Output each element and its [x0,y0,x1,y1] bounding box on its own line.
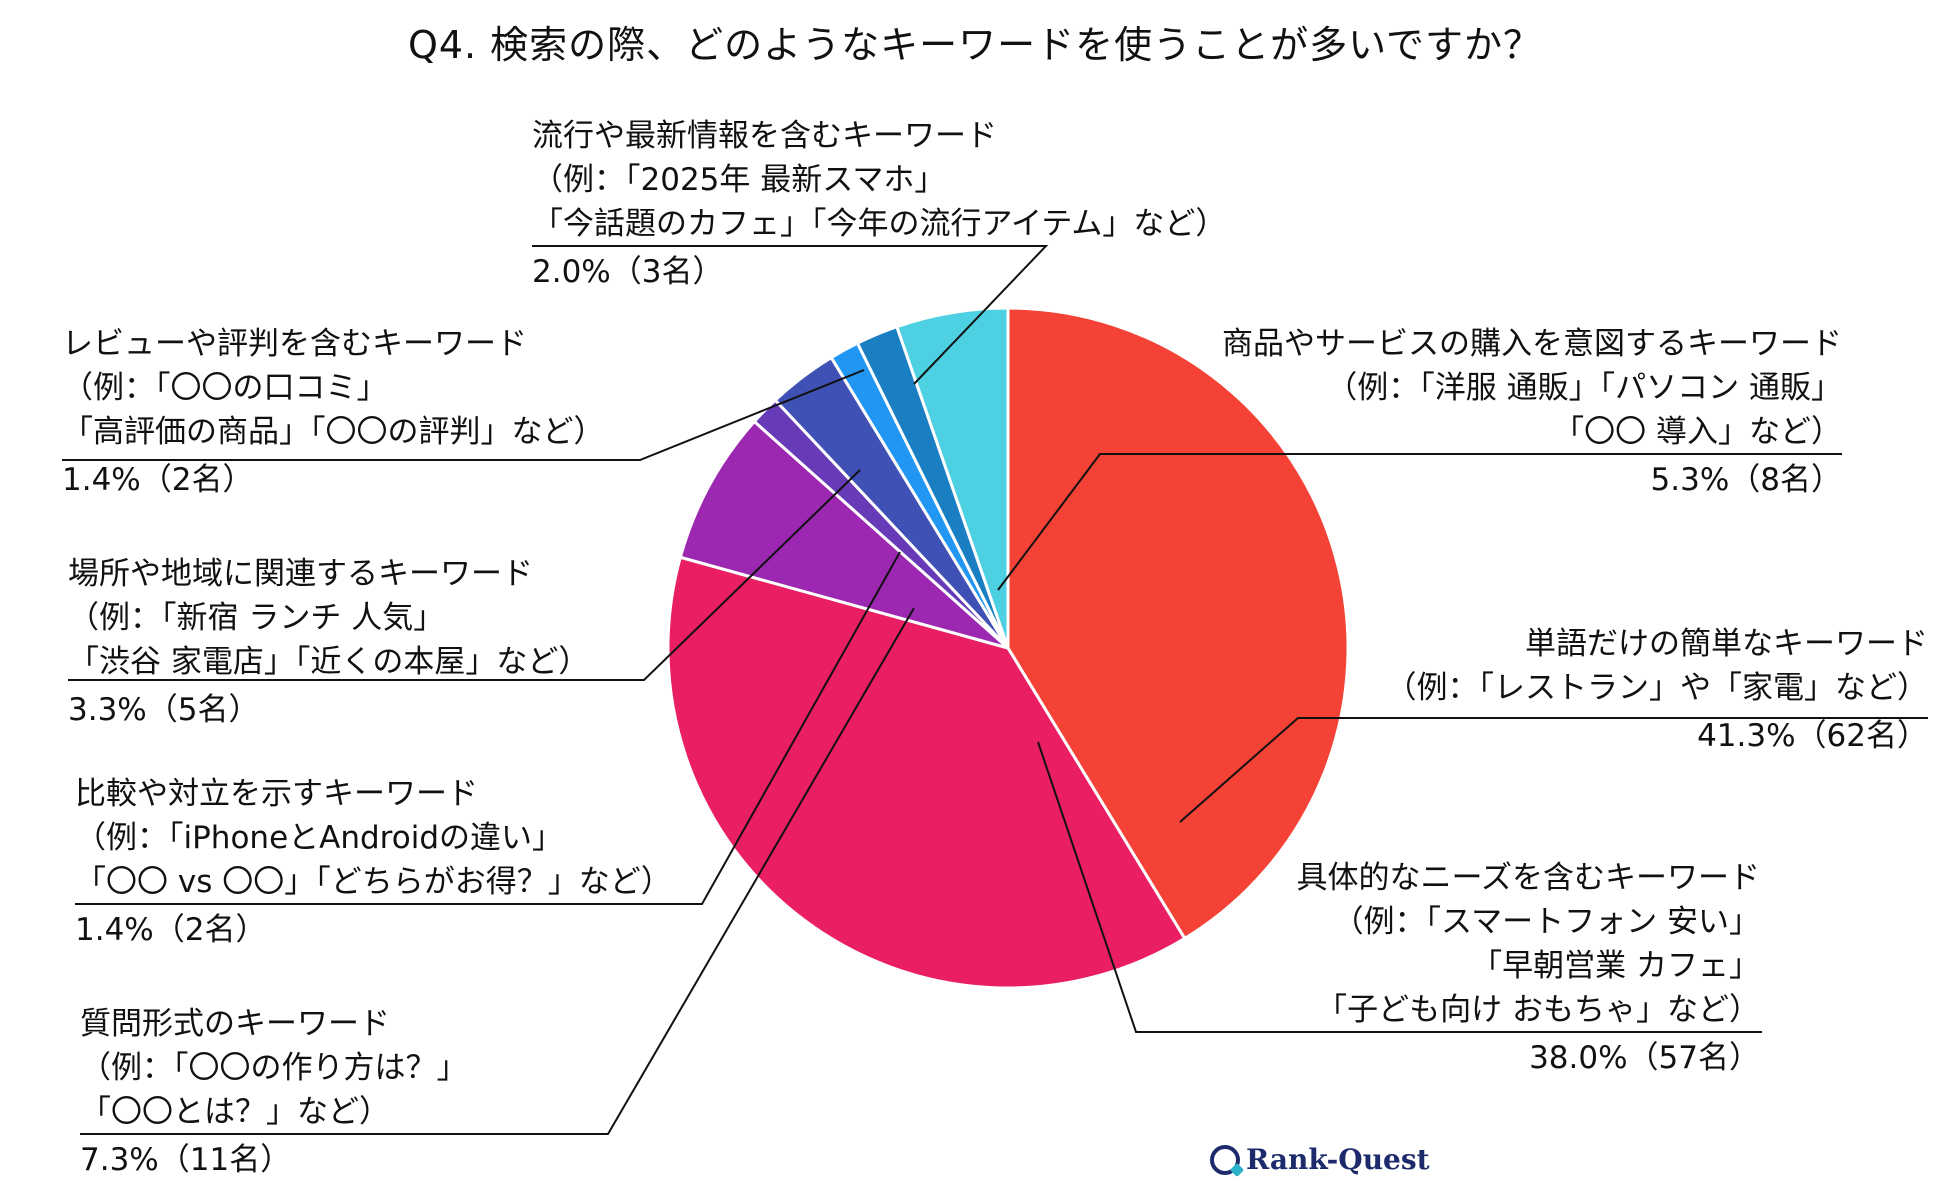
label-question-form-line-3: 「〇〇とは？」など） [80,1094,390,1130]
slice-purchase-intent [894,306,1010,649]
label-specific-needs-line-2: （例：「スマートフォン 安い」 [1332,904,1760,940]
slice-simple-words [1006,306,1350,941]
label-reviews-line-2: （例：「〇〇の口コミ」 [62,370,388,406]
label-reviews-value: 1.4%（2名） [62,462,254,498]
leader-purchase-intent [997,453,1842,591]
label-specific-needs-line-3: 「早朝営業 カフェ」 [1471,948,1760,984]
logo-icon [1210,1144,1240,1175]
label-question-form-line-2: （例：「〇〇の作り方は？」 [80,1050,468,1086]
label-purchase-intent-value: 5.3%（8名） [1650,462,1842,498]
label-question-form-value: 7.3%（11名） [80,1142,292,1178]
leader-lines [62,245,1928,1135]
label-comparison-line-3: 「〇〇 vs 〇〇」「どちらがお得？」など） [75,864,672,900]
label-purchase-intent-line-1: 商品やサービスの購入を意図するキーワード [1222,326,1842,362]
label-trends-line-1: 流行や最新情報を含むキーワード [532,118,997,154]
label-comparison-line-2: （例：「iPhoneとAndroidの違い」 [75,820,563,856]
slice-specific-needs [666,555,1187,990]
leader-specific-needs [1037,741,1762,1033]
leader-simple-words [1179,717,1928,823]
label-simple-words-value: 41.3%（62名） [1697,718,1928,754]
label-reviews-line-3: 「高評価の商品」「〇〇の評判」など） [62,414,605,450]
slice-question-form [678,419,1009,650]
rank-quest-logo: Rank-Quest [1210,1143,1430,1176]
chart-title: Q4. 検索の際、どのようなキーワードを使うことが多いですか？ [407,23,1543,67]
label-simple-words: 単語だけの簡単なキーワード （例：「レストラン」や「家電」など） 41.3%（6… [1386,622,1929,758]
label-question-form-line-1: 質問形式のキーワード [80,1006,390,1042]
label-reviews: レビューや評判を含むキーワード （例：「〇〇の口コミ」 「高評価の商品」「〇〇の… [62,322,605,502]
label-specific-needs-line-1: 具体的なニーズを含むキーワード [1296,860,1760,896]
label-location-line-3: 「渋谷 家電店」「近くの本屋」など） [68,644,590,680]
label-location: 場所や地域に関連するキーワード （例：「新宿 ランチ 人気」 「渋谷 家電店」「… [68,552,589,732]
label-simple-words-line-2: （例：「レストラン」や「家電」など） [1385,670,1929,706]
label-purchase-intent-line-3: 「〇〇 導入」など） [1553,414,1842,450]
label-trends-line-2: （例：「2025年 最新スマホ」 [532,162,946,198]
label-simple-words-line-1: 単語だけの簡単なキーワード [1525,626,1928,662]
leader-reviews [62,369,865,461]
label-purchase-intent: 商品やサービスの購入を意図するキーワード （例：「洋服 通販」「パソコン 通販」… [1222,322,1842,502]
label-comparison-value: 1.4%（2名） [75,912,267,948]
leader-question-form [80,607,915,1135]
leader-location [68,469,861,681]
logo-text: Rank-Quest [1246,1143,1430,1176]
label-specific-needs-value: 38.0%（57名） [1529,1040,1760,1076]
label-location-value: 3.3%（5名） [68,692,260,728]
label-trends-value: 2.0%（3名） [532,254,724,290]
label-location-line-1: 場所や地域に関連するキーワード [68,556,533,592]
label-question-form: 質問形式のキーワード （例：「〇〇の作り方は？」 「〇〇とは？」など） 7.3%… [80,1002,468,1182]
label-purchase-intent-line-2: （例：「洋服 通販」「パソコン 通販」 [1326,370,1842,406]
pie-slices [666,306,1350,990]
leader-comparison [75,551,901,905]
label-location-line-2: （例：「新宿 ランチ 人気」 [68,600,445,636]
label-trends-line-3: 「今話題のカフェ」「今年の流行アイテム」など） [532,206,1227,242]
label-comparison: 比較や対立を示すキーワード （例：「iPhoneとAndroidの違い」 「〇〇… [75,772,672,952]
label-specific-needs: 具体的なニーズを含むキーワード （例：「スマートフォン 安い」 「早朝営業 カフ… [1297,856,1760,1080]
label-specific-needs-line-4: 「子ども向け おもちゃ」など） [1316,992,1760,1028]
leader-trends [532,245,1049,385]
label-trends: 流行や最新情報を含むキーワード （例：「2025年 最新スマホ」 「今話題のカフ… [532,114,1226,294]
label-comparison-line-1: 比較や対立を示すキーワード [75,776,478,812]
label-reviews-line-1: レビューや評判を含むキーワード [62,326,527,362]
